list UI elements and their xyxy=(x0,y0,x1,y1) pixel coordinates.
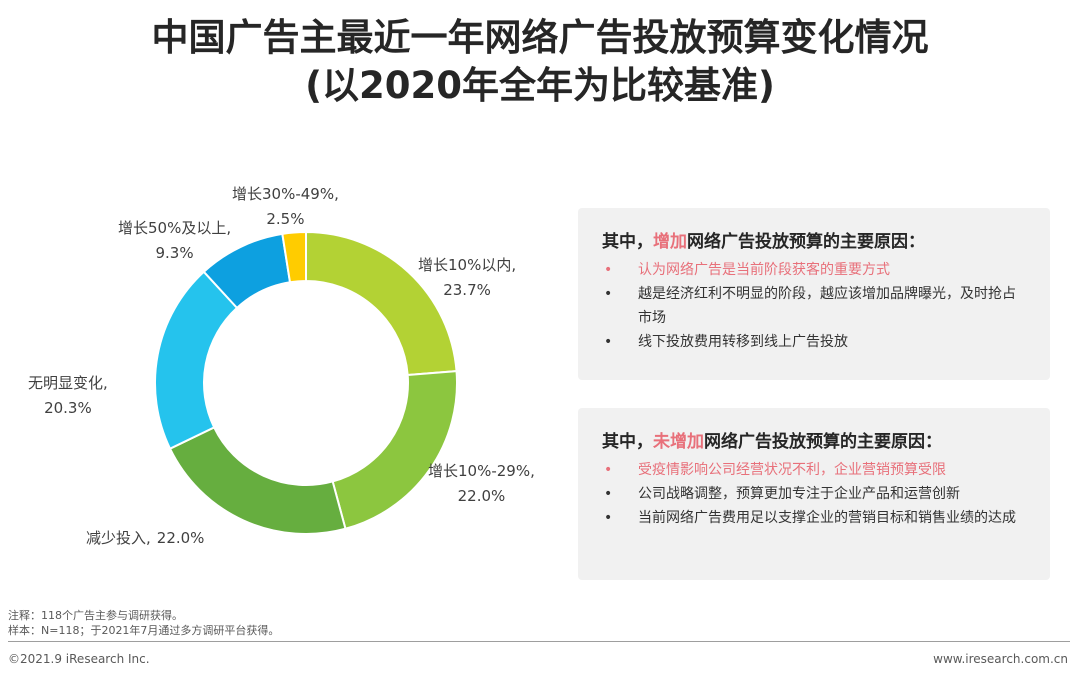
website-url: www.iresearch.com.cn xyxy=(933,652,1068,666)
heading-prefix: 其中， xyxy=(602,432,653,452)
list-item-text: 认为网络广告是当前阶段获客的重要方式 xyxy=(638,262,890,278)
bullet-icon: • xyxy=(604,462,613,478)
donut-slice-3 xyxy=(154,270,239,451)
label-grow-under-10-name: 增长10%以内, xyxy=(418,256,517,274)
heading-prefix: 其中， xyxy=(602,232,653,252)
label-no-change-name: 无明显变化, xyxy=(28,374,108,392)
bullet-icon: • xyxy=(604,334,613,350)
label-grow-10-29-name: 增长10%-29%, xyxy=(428,462,535,480)
label-no-change-value: 20.3% xyxy=(44,399,92,417)
no-increase-reasons-heading: 其中，未增加网络广告投放预算的主要原因： xyxy=(602,430,1026,454)
bullet-icon: • xyxy=(604,486,613,502)
increase-reasons-heading: 其中，增加网络广告投放预算的主要原因： xyxy=(602,230,1026,254)
footnote-note: 注释：118个广告主参与调研获得。 xyxy=(8,609,183,622)
footnote-sample: 样本：N=118；于2021年7月通过多方调研平台获得。 xyxy=(8,624,280,637)
label-grow-30-49-value: 2.5% xyxy=(266,210,305,228)
list-item: • 公司战略调整，预算更加专注于企业产品和运营创新 xyxy=(602,482,1026,506)
label-grow-under-10: 增长10%以内, 23.7% xyxy=(418,253,516,303)
list-item: • 受疫情影响公司经营状况不利，企业营销预算受限 xyxy=(602,458,1026,482)
heading-highlight: 未增加 xyxy=(653,432,704,452)
list-item-text: 受疫情影响公司经营状况不利，企业营销预算受限 xyxy=(638,462,946,478)
list-item: • 认为网络广告是当前阶段获客的重要方式 xyxy=(602,258,1026,282)
title-line-1: 中国广告主最近一年网络广告投放预算变化情况 xyxy=(151,16,929,59)
label-grow-10-29: 增长10%-29%, 22.0% xyxy=(428,459,535,509)
list-item-text: 公司战略调整，预算更加专注于企业产品和运营创新 xyxy=(638,486,960,502)
donut-slice-2 xyxy=(168,426,347,535)
heading-highlight: 增加 xyxy=(653,232,687,252)
label-reduce-name: 减少投入, xyxy=(86,529,151,547)
title-line-2: (以2020年全年为比较基准) xyxy=(305,64,775,107)
label-reduce-value: 22.0% xyxy=(156,529,205,547)
label-grow-30-49: 增长30%-49%, 2.5% xyxy=(232,182,339,232)
heading-suffix: 网络广告投放预算的主要原因： xyxy=(687,232,925,252)
copyright: ©2021.9 iResearch Inc. xyxy=(8,652,150,666)
list-item-text: 当前网络广告费用足以支撑企业的营销目标和销售业绩的达成 xyxy=(638,510,1016,526)
list-item-text: 线下投放费用转移到线上广告投放 xyxy=(638,334,848,350)
label-grow-30-49-name: 增长30%-49%, xyxy=(232,185,339,203)
no-increase-reasons-box: 其中，未增加网络广告投放预算的主要原因： • 受疫情影响公司经营状况不利，企业营… xyxy=(578,408,1050,580)
increase-reasons-box: 其中，增加网络广告投放预算的主要原因： • 认为网络广告是当前阶段获客的重要方式… xyxy=(578,208,1050,380)
heading-suffix: 网络广告投放预算的主要原因： xyxy=(704,432,942,452)
donut-chart xyxy=(154,230,458,535)
donut-slice-5 xyxy=(281,230,307,284)
label-grow-10-29-value: 22.0% xyxy=(457,487,506,505)
list-item-text: 越是经济红利不明显的阶段，越应该增加品牌曝光，及时抢占市场 xyxy=(638,286,1016,326)
page-title: 中国广告主最近一年网络广告投放预算变化情况 (以2020年全年为比较基准) xyxy=(0,14,1080,110)
label-reduce: 减少投入, 22.0% xyxy=(86,526,204,551)
label-grow-under-10-value: 23.7% xyxy=(443,281,491,299)
label-grow-over-50-value: 9.3% xyxy=(155,244,194,262)
label-grow-over-50-name: 增长50%及以上, xyxy=(118,219,232,237)
footer-divider xyxy=(8,641,1070,642)
list-item: • 线下投放费用转移到线上广告投放 xyxy=(602,330,1026,354)
label-no-change: 无明显变化, 20.3% xyxy=(28,371,108,421)
list-item: • 当前网络广告费用足以支撑企业的营销目标和销售业绩的达成 xyxy=(602,506,1026,530)
label-grow-over-50: 增长50%及以上, 9.3% xyxy=(118,216,231,266)
bullet-icon: • xyxy=(604,262,613,278)
bullet-icon: • xyxy=(604,286,613,302)
bullet-icon: • xyxy=(604,510,613,526)
list-item: • 越是经济红利不明显的阶段，越应该增加品牌曝光，及时抢占市场 xyxy=(602,282,1026,330)
